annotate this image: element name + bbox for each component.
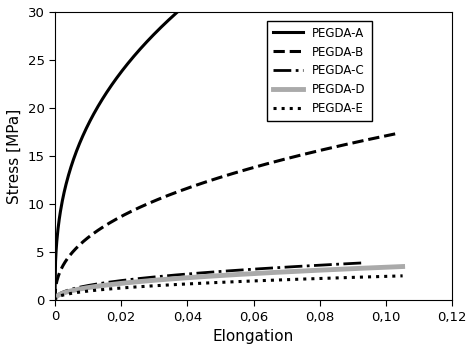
PEGDA-B — [385, 133, 391, 138]
Y-axis label: Stress [MPa]: Stress [MPa] — [7, 108, 22, 204]
PEGDA-B — [214, 176, 220, 180]
PEGDA-B — [237, 170, 242, 174]
PEGDA-D — [337, 267, 343, 271]
PEGDA-D — [240, 272, 246, 276]
Line: PEGDA-B: PEGDA-B — [55, 134, 396, 300]
PEGDA-C — [200, 271, 206, 275]
PEGDA-D — [52, 298, 58, 302]
PEGDA-E — [337, 276, 343, 280]
PEGDA-C — [198, 271, 204, 275]
PEGDA-C — [353, 261, 358, 265]
Line: PEGDA-A: PEGDA-A — [55, 0, 363, 300]
PEGDA-C — [304, 264, 310, 268]
PEGDA-D — [219, 273, 225, 278]
Line: PEGDA-D: PEGDA-D — [55, 266, 402, 300]
PEGDA-B — [255, 164, 261, 168]
PEGDA-E — [259, 278, 264, 283]
PEGDA-C — [360, 261, 366, 265]
PEGDA-A — [52, 298, 58, 302]
PEGDA-B — [332, 145, 337, 149]
PEGDA-C — [236, 268, 241, 272]
PEGDA-C — [219, 269, 224, 273]
PEGDA-E — [392, 274, 397, 278]
PEGDA-C — [52, 298, 58, 302]
PEGDA-B — [393, 132, 399, 136]
PEGDA-E — [400, 274, 405, 278]
PEGDA-E — [219, 280, 225, 284]
PEGDA-D — [217, 273, 223, 278]
PEGDA-E — [240, 279, 246, 284]
Line: PEGDA-C: PEGDA-C — [55, 263, 363, 300]
PEGDA-E — [52, 298, 58, 302]
Legend: PEGDA-A, PEGDA-B, PEGDA-C, PEGDA-D, PEGDA-E: PEGDA-A, PEGDA-B, PEGDA-C, PEGDA-D, PEGD… — [267, 21, 372, 121]
PEGDA-D — [400, 264, 405, 269]
PEGDA-E — [217, 280, 223, 284]
PEGDA-D — [259, 271, 264, 275]
PEGDA-D — [392, 265, 397, 269]
X-axis label: Elongation: Elongation — [213, 329, 294, 344]
Line: PEGDA-E: PEGDA-E — [55, 276, 402, 300]
PEGDA-B — [216, 176, 222, 180]
PEGDA-B — [52, 298, 58, 302]
